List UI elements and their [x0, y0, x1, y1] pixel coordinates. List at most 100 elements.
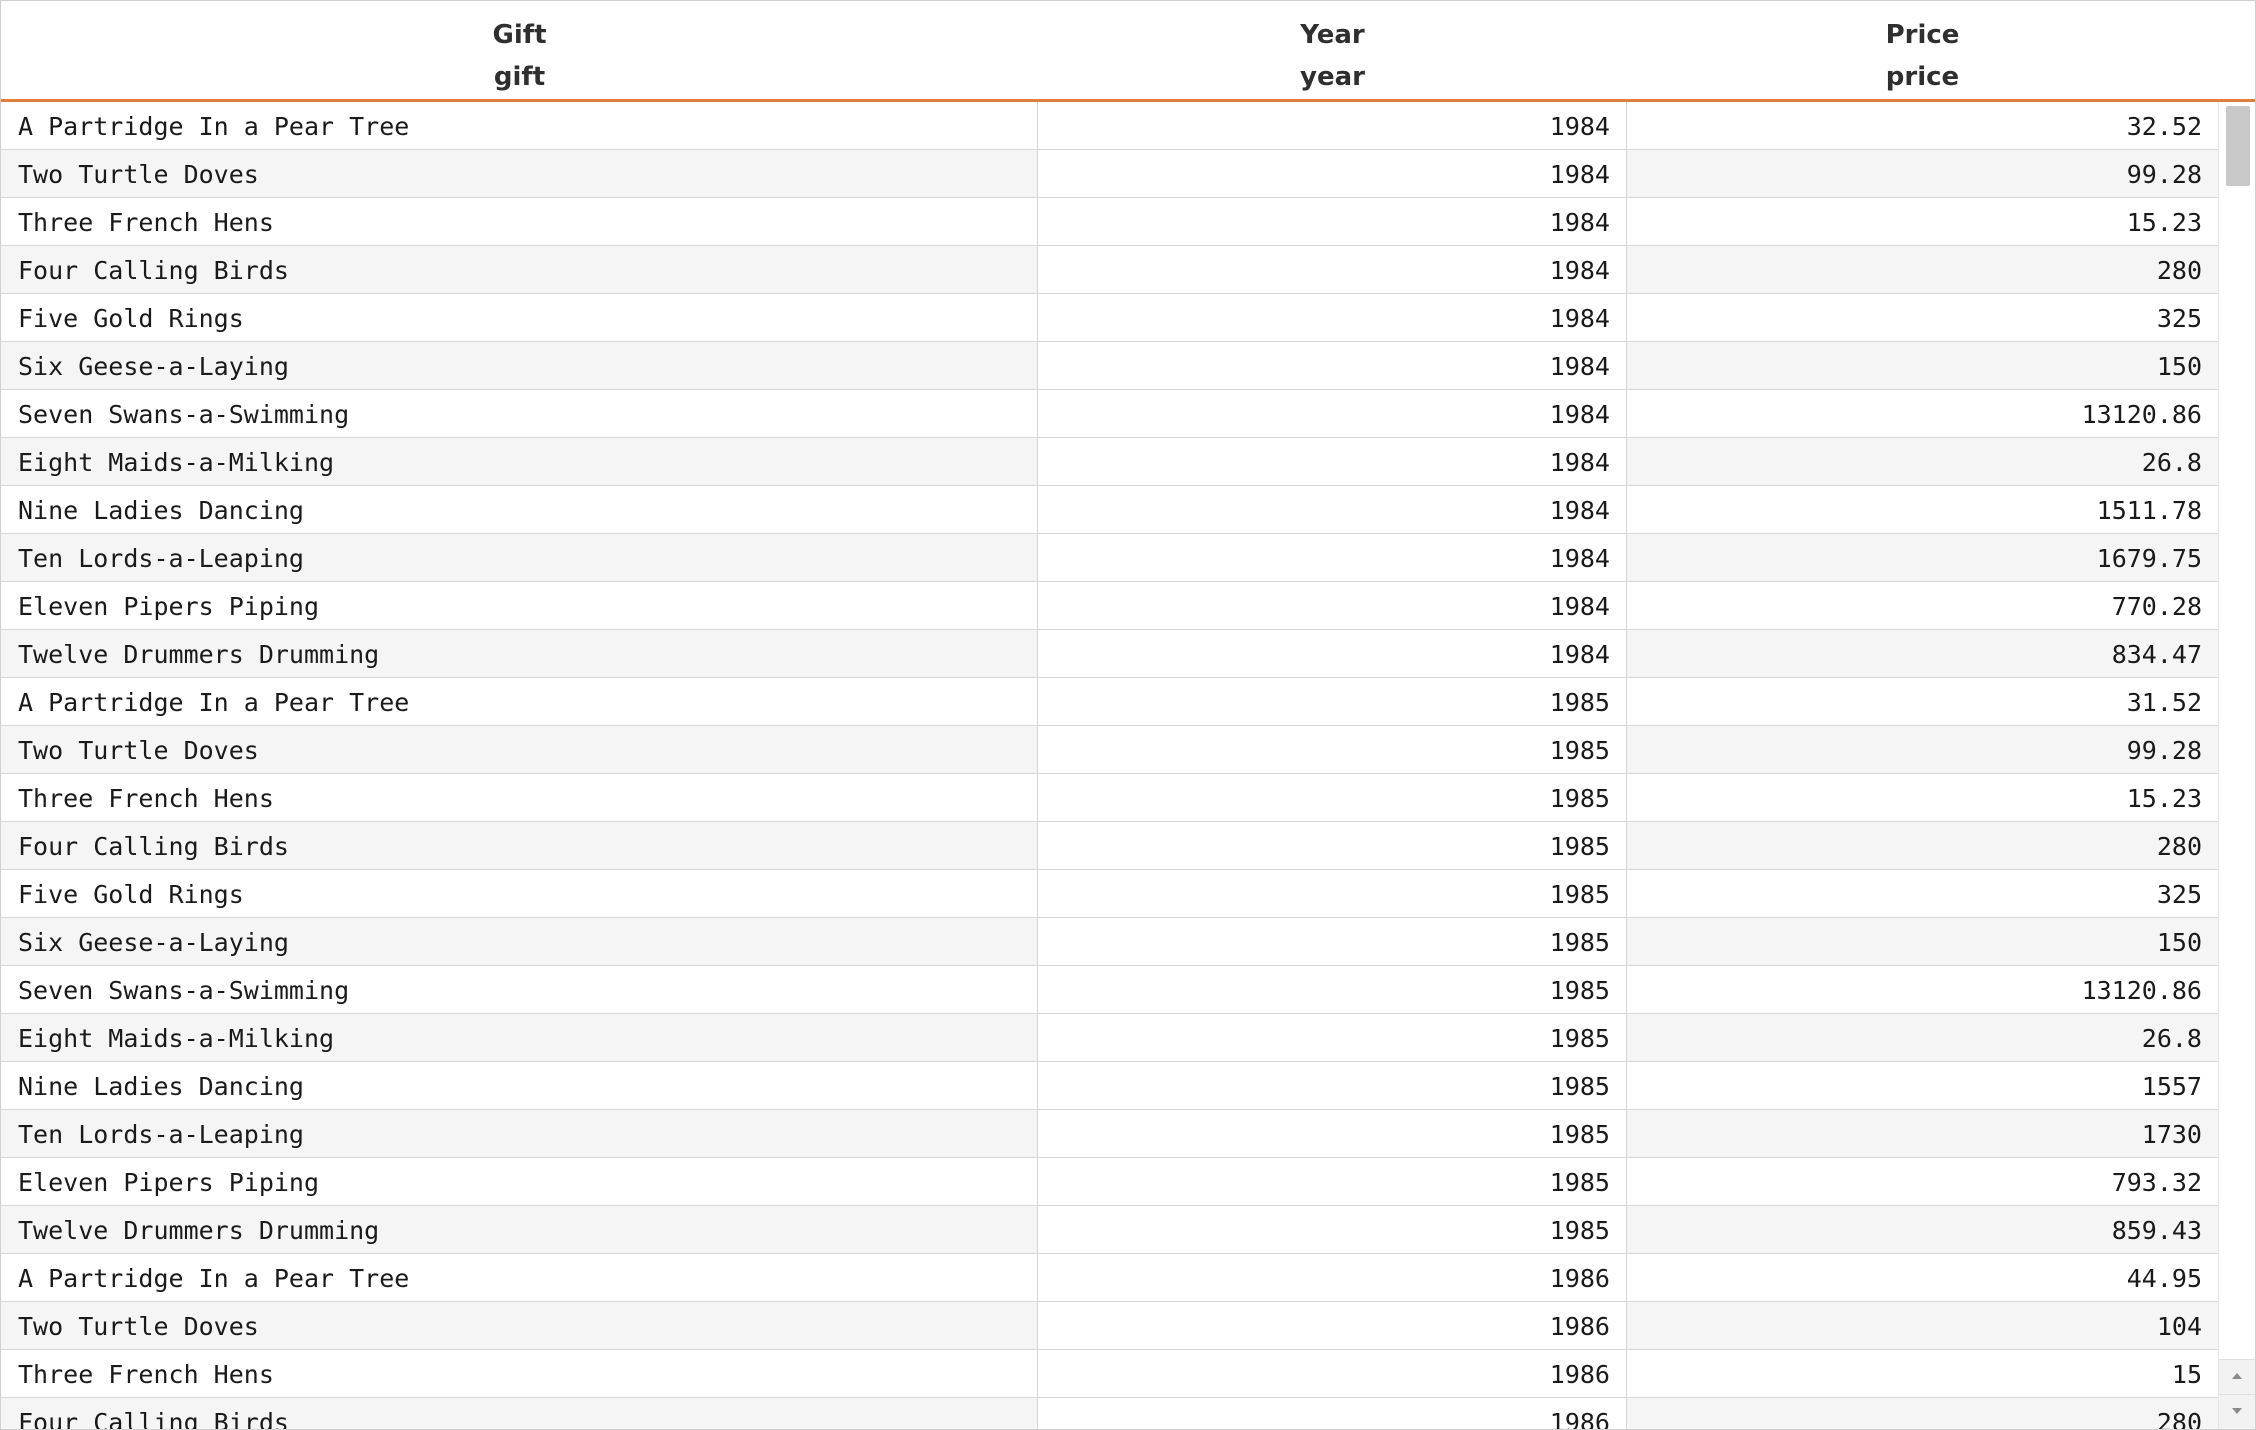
price-cell[interactable]: 99.28 — [2126, 736, 2202, 765]
table-row[interactable]: Seven Swans-a-Swimming 1984 13120.86 — [1, 390, 2218, 438]
price-cell[interactable]: 15.23 — [2126, 208, 2202, 237]
gift-cell[interactable]: Nine Ladies Dancing — [1, 1062, 1038, 1109]
year-cell[interactable]: 1985 — [1038, 1206, 1627, 1253]
gift-cell[interactable]: A Partridge In a Pear Tree — [1, 1254, 1038, 1301]
scroll-down-button[interactable] — [2219, 1394, 2255, 1429]
price-cell[interactable]: 859.43 — [2111, 1216, 2202, 1245]
year-cell[interactable]: 1984 — [1038, 198, 1627, 245]
gift-cell[interactable]: A Partridge In a Pear Tree — [1, 102, 1038, 149]
year-cell[interactable]: 1984 — [1038, 486, 1627, 533]
year-cell[interactable]: 1985 — [1038, 918, 1627, 965]
price-cell[interactable]: 150 — [2156, 928, 2202, 957]
table-row[interactable]: Nine Ladies Dancing 1984 1511.78 — [1, 486, 2218, 534]
table-row[interactable]: Six Geese-a-Laying 1984 150 — [1, 342, 2218, 390]
price-cell[interactable]: 280 — [2156, 1408, 2202, 1429]
price-cell[interactable]: 770.28 — [2111, 592, 2202, 621]
year-cell[interactable]: 1984 — [1038, 342, 1627, 389]
year-cell[interactable]: 1985 — [1038, 822, 1627, 869]
table-row[interactable]: Three French Hens 1986 15 — [1, 1350, 2218, 1398]
column-header-gift[interactable]: Gift gift — [1, 1, 1038, 99]
gift-cell[interactable]: Three French Hens — [1, 774, 1038, 821]
table-row[interactable]: Seven Swans-a-Swimming 1985 13120.86 — [1, 966, 2218, 1014]
price-cell[interactable]: 26.8 — [2141, 1024, 2202, 1053]
price-cell[interactable]: 31.52 — [2126, 688, 2202, 717]
table-row[interactable]: Five Gold Rings 1985 325 — [1, 870, 2218, 918]
table-row[interactable]: Two Turtle Doves 1985 99.28 — [1, 726, 2218, 774]
gift-cell[interactable]: Seven Swans-a-Swimming — [1, 966, 1038, 1013]
year-cell[interactable]: 1984 — [1038, 630, 1627, 677]
gift-cell[interactable]: Ten Lords-a-Leaping — [1, 534, 1038, 581]
table-row[interactable]: Eleven Pipers Piping 1985 793.32 — [1, 1158, 2218, 1206]
year-cell[interactable]: 1984 — [1038, 582, 1627, 629]
year-cell[interactable]: 1985 — [1038, 1110, 1627, 1157]
table-row[interactable]: Nine Ladies Dancing 1985 1557 — [1, 1062, 2218, 1110]
price-cell[interactable]: 26.8 — [2141, 448, 2202, 477]
table-row[interactable]: Eight Maids-a-Milking 1985 26.8 — [1, 1014, 2218, 1062]
price-cell[interactable]: 793.32 — [2111, 1168, 2202, 1197]
gift-cell[interactable]: Eight Maids-a-Milking — [1, 1014, 1038, 1061]
year-cell[interactable]: 1985 — [1038, 726, 1627, 773]
year-cell[interactable]: 1985 — [1038, 678, 1627, 725]
year-cell[interactable]: 1986 — [1038, 1302, 1627, 1349]
year-cell[interactable]: 1984 — [1038, 534, 1627, 581]
gift-cell[interactable]: Six Geese-a-Laying — [1, 342, 1038, 389]
gift-cell[interactable]: Twelve Drummers Drumming — [1, 1206, 1038, 1253]
price-cell[interactable]: 280 — [2156, 832, 2202, 861]
year-cell[interactable]: 1984 — [1038, 150, 1627, 197]
year-cell[interactable]: 1986 — [1038, 1350, 1627, 1397]
price-cell[interactable]: 32.52 — [2126, 112, 2202, 141]
price-cell[interactable]: 15 — [2171, 1360, 2202, 1389]
gift-cell[interactable]: A Partridge In a Pear Tree — [1, 678, 1038, 725]
table-row[interactable]: Ten Lords-a-Leaping 1984 1679.75 — [1, 534, 2218, 582]
table-row[interactable]: A Partridge In a Pear Tree 1984 32.52 — [1, 102, 2218, 150]
gift-cell[interactable]: Eleven Pipers Piping — [1, 1158, 1038, 1205]
table-row[interactable]: A Partridge In a Pear Tree 1986 44.95 — [1, 1254, 2218, 1302]
price-cell[interactable]: 15.23 — [2126, 784, 2202, 813]
gift-cell[interactable]: Three French Hens — [1, 198, 1038, 245]
year-cell[interactable]: 1984 — [1038, 246, 1627, 293]
scroll-up-button[interactable] — [2219, 1359, 2255, 1394]
price-cell[interactable]: 13120.86 — [2081, 976, 2202, 1005]
year-cell[interactable]: 1984 — [1038, 294, 1627, 341]
gift-cell[interactable]: Four Calling Birds — [1, 246, 1038, 293]
year-cell[interactable]: 1985 — [1038, 1062, 1627, 1109]
year-cell[interactable]: 1984 — [1038, 390, 1627, 437]
table-row[interactable]: Two Turtle Doves 1986 104 — [1, 1302, 2218, 1350]
column-header-year[interactable]: Year year — [1038, 1, 1627, 99]
gift-cell[interactable]: Four Calling Birds — [1, 1398, 1038, 1429]
year-cell[interactable]: 1985 — [1038, 774, 1627, 821]
gift-cell[interactable]: Two Turtle Doves — [1, 150, 1038, 197]
gift-cell[interactable]: Six Geese-a-Laying — [1, 918, 1038, 965]
gift-cell[interactable]: Five Gold Rings — [1, 870, 1038, 917]
gift-cell[interactable]: Five Gold Rings — [1, 294, 1038, 341]
price-cell[interactable]: 325 — [2156, 304, 2202, 333]
price-cell[interactable]: 1511.78 — [2096, 496, 2202, 525]
year-cell[interactable]: 1986 — [1038, 1254, 1627, 1301]
price-cell[interactable]: 150 — [2156, 352, 2202, 381]
table-row[interactable]: Four Calling Birds 1986 280 — [1, 1398, 2218, 1429]
table-row[interactable]: Five Gold Rings 1984 325 — [1, 294, 2218, 342]
price-cell[interactable]: 834.47 — [2111, 640, 2202, 669]
price-cell[interactable]: 1679.75 — [2096, 544, 2202, 573]
table-row[interactable]: Two Turtle Doves 1984 99.28 — [1, 150, 2218, 198]
table-row[interactable]: Eleven Pipers Piping 1984 770.28 — [1, 582, 2218, 630]
gift-cell[interactable]: Eight Maids-a-Milking — [1, 438, 1038, 485]
table-row[interactable]: Twelve Drummers Drumming 1985 859.43 — [1, 1206, 2218, 1254]
price-cell[interactable]: 280 — [2156, 256, 2202, 285]
vertical-scrollbar[interactable] — [2218, 102, 2255, 1429]
gift-cell[interactable]: Two Turtle Doves — [1, 1302, 1038, 1349]
year-cell[interactable]: 1985 — [1038, 870, 1627, 917]
price-cell[interactable]: 1557 — [2141, 1072, 2202, 1101]
price-cell[interactable]: 99.28 — [2126, 160, 2202, 189]
table-row[interactable]: Eight Maids-a-Milking 1984 26.8 — [1, 438, 2218, 486]
table-row[interactable]: Four Calling Birds 1984 280 — [1, 246, 2218, 294]
year-cell[interactable]: 1986 — [1038, 1398, 1627, 1429]
year-cell[interactable]: 1985 — [1038, 1014, 1627, 1061]
column-header-price[interactable]: Price price — [1627, 1, 2218, 99]
gift-cell[interactable]: Ten Lords-a-Leaping — [1, 1110, 1038, 1157]
gift-cell[interactable]: Four Calling Birds — [1, 822, 1038, 869]
table-row[interactable]: Four Calling Birds 1985 280 — [1, 822, 2218, 870]
table-row[interactable]: Twelve Drummers Drumming 1984 834.47 — [1, 630, 2218, 678]
year-cell[interactable]: 1984 — [1038, 438, 1627, 485]
gift-cell[interactable]: Nine Ladies Dancing — [1, 486, 1038, 533]
